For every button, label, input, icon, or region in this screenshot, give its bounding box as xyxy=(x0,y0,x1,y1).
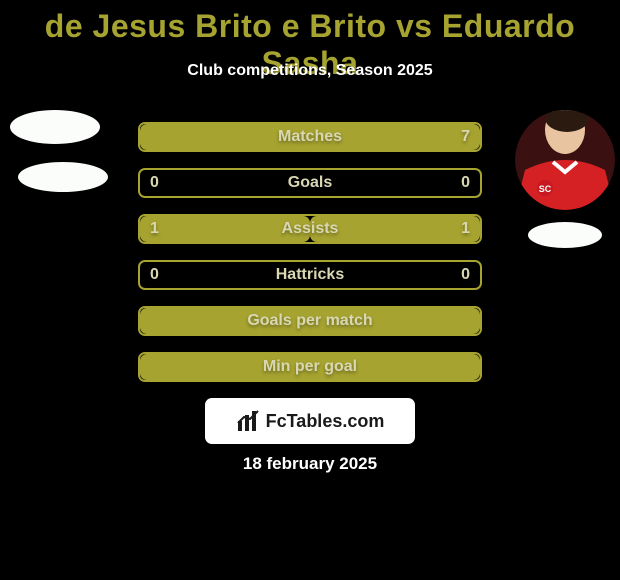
logo-badge: FcTables.com xyxy=(205,398,415,444)
stat-label: Goals xyxy=(288,174,332,192)
stat-value-right: 7 xyxy=(461,128,470,146)
player-right-column: SC xyxy=(510,110,620,248)
stat-row: 7 Matches xyxy=(138,122,482,152)
stat-label: Goals per match xyxy=(247,312,372,330)
stat-row: 0 0 Goals xyxy=(138,168,482,198)
player-right-avatar: SC xyxy=(515,110,615,210)
stat-row: Goals per match xyxy=(138,306,482,336)
date-text: 18 february 2025 xyxy=(0,454,620,474)
stat-value-left: 1 xyxy=(150,220,159,238)
stat-value-right: 0 xyxy=(461,266,470,284)
stat-row: 1 1 Assists xyxy=(138,214,482,244)
stat-value-left: 0 xyxy=(150,174,159,192)
stat-value-left: 0 xyxy=(150,266,159,284)
page-subtitle: Club competitions, Season 2025 xyxy=(0,62,620,80)
logo-text: FcTables.com xyxy=(266,411,385,432)
stat-label: Assists xyxy=(282,220,339,238)
stat-label: Matches xyxy=(278,128,342,146)
player-left-flag xyxy=(18,162,108,192)
bars-icon xyxy=(236,409,260,433)
player-left-column xyxy=(0,110,110,170)
stat-value-right: 0 xyxy=(461,174,470,192)
player-right-avatar-svg: SC xyxy=(515,110,615,210)
stat-value-right: 1 xyxy=(461,220,470,238)
stat-row: Min per goal xyxy=(138,352,482,382)
comparison-canvas: de Jesus Brito e Brito vs Eduardo Sasha … xyxy=(0,0,620,580)
player-left-avatar-blank xyxy=(10,110,100,144)
svg-text:SC: SC xyxy=(539,184,552,194)
stats-rows: 7 Matches 0 0 Goals 1 1 Assists 0 0 Hattricks Goals… xyxy=(138,122,482,398)
stat-label: Hattricks xyxy=(276,266,344,284)
stat-label: Min per goal xyxy=(263,358,357,376)
stat-row: 0 0 Hattricks xyxy=(138,260,482,290)
player-right-flag xyxy=(528,222,602,248)
